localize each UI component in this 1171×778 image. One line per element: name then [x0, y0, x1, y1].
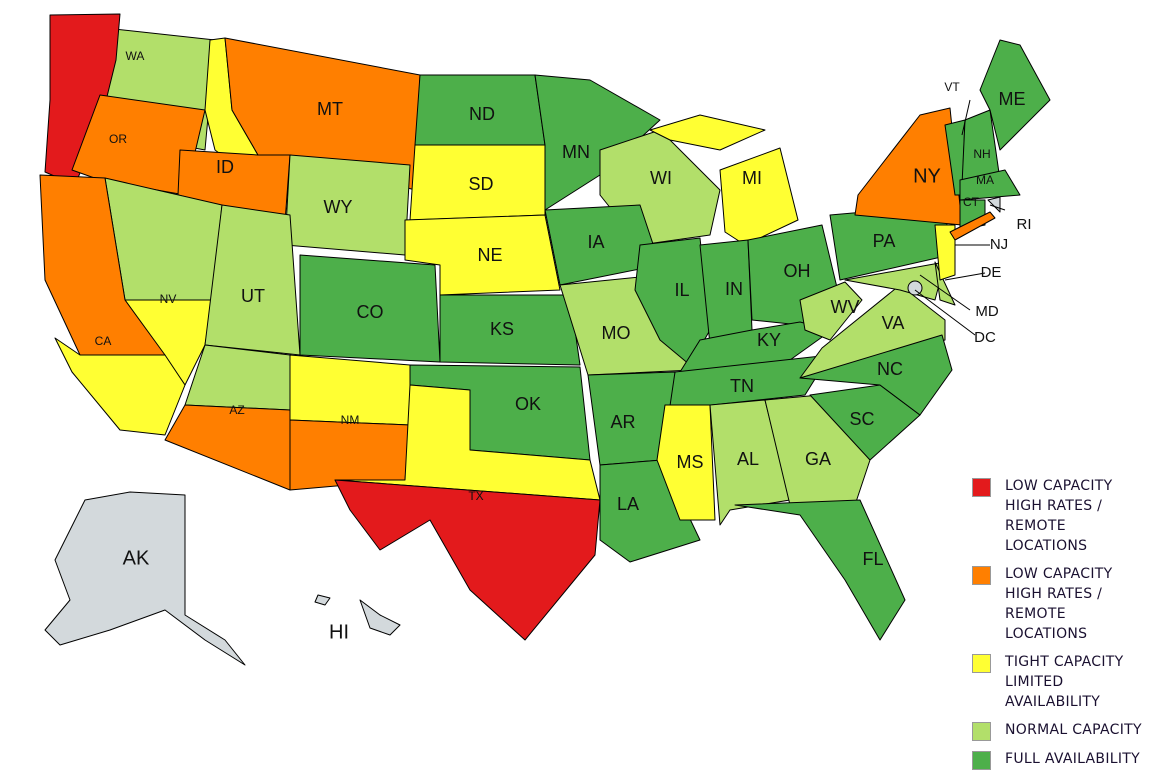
state-label-ga: GA	[805, 449, 831, 469]
state-label-pa: PA	[873, 231, 896, 251]
state-label-ar: AR	[610, 412, 635, 432]
state-label-sd: SD	[468, 174, 493, 194]
legend-label: NORMAL CAPACITY	[1005, 722, 1142, 738]
legend: LOW CAPACITY HIGH RATES / REMOTE LOCATIONS …	[972, 476, 1167, 778]
state-la	[599, 459, 701, 563]
state-wv	[799, 281, 863, 341]
state-label-wy: WY	[324, 197, 353, 217]
legend-swatch	[972, 566, 991, 585]
state-nc	[799, 334, 953, 416]
leader-line	[944, 272, 986, 281]
state-ma	[959, 169, 1021, 201]
state-label-ok: OK	[515, 394, 541, 414]
state-label-il: IL	[674, 280, 689, 300]
state-mi-upper	[649, 114, 766, 151]
state-label-al: AL	[737, 449, 759, 469]
state-label-ia: IA	[587, 232, 604, 252]
state-ri	[987, 196, 1001, 213]
state-label-mi: MI	[742, 168, 762, 188]
state-label-tn: TN	[730, 376, 754, 396]
state-label-nv: NV	[160, 292, 177, 306]
state-label-nm: NM	[341, 413, 360, 427]
state-va	[799, 284, 946, 379]
state-label-in: IN	[725, 279, 743, 299]
state-label-oh: OH	[784, 261, 811, 281]
state-label-ct: CT	[963, 195, 980, 209]
legend-label: LOW CAPACITY HIGH RATES / REMOTE LOCATIONS	[1005, 566, 1113, 642]
state-label-or: OR	[109, 132, 127, 146]
state-label-co: CO	[357, 302, 384, 322]
legend-label: LOW CAPACITY HIGH RATES / REMOTE LOCATIONS	[1005, 478, 1113, 554]
state-label-mo: MO	[602, 323, 631, 343]
state-ks	[439, 294, 581, 366]
state-label-ne: NE	[477, 245, 502, 265]
state-ms	[656, 404, 716, 521]
state-label-tx: TX	[468, 489, 483, 503]
leader-line	[961, 99, 971, 136]
state-label-ky: KY	[757, 330, 781, 350]
legend-item-tight-capacity: TIGHT CAPACITY LIMITED AVAILABILITY	[972, 652, 1167, 712]
state-label-wi: WI	[650, 168, 672, 188]
legend-item-full-availability: FULL AVAILABILITY	[972, 749, 1167, 770]
legend-swatch	[972, 478, 991, 497]
state-label-la: LA	[617, 494, 639, 514]
state-label-nc: NC	[877, 359, 903, 379]
legend-item-normal-capacity: NORMAL CAPACITY	[972, 720, 1167, 741]
state-label-ma: MA	[976, 173, 994, 187]
state-mi	[719, 147, 799, 246]
state-label-nd: ND	[469, 104, 495, 124]
state-label-ut: UT	[241, 286, 265, 306]
legend-swatch	[972, 654, 991, 673]
state-label-vt: VT	[944, 80, 960, 94]
legend-item-low-capacity-red: LOW CAPACITY HIGH RATES / REMOTE LOCATIONS	[972, 476, 1167, 556]
legend-label: FULL AVAILABILITY	[1005, 751, 1140, 767]
state-ca-south	[54, 337, 186, 436]
state-label-mn: MN	[562, 142, 590, 162]
state-label-va: VA	[882, 313, 905, 333]
legend-swatch	[972, 751, 991, 770]
state-label-wa: WA	[126, 49, 145, 63]
state-label-ks: KS	[490, 319, 514, 339]
state-label-ak: AK	[123, 547, 150, 569]
state-label-ms: MS	[677, 452, 704, 472]
leader-line	[989, 204, 1006, 211]
state-label-az: AZ	[229, 403, 244, 417]
state-label-de: DE	[981, 264, 1002, 281]
state-label-dc: DC	[974, 329, 996, 346]
legend-item-low-capacity-orange: LOW CAPACITY HIGH RATES / REMOTE LOCATIONS	[972, 564, 1167, 644]
state-label-ca: CA	[95, 334, 112, 348]
state-ak	[44, 491, 246, 666]
state-dc	[907, 280, 923, 296]
state-label-id: ID	[216, 157, 234, 177]
state-label-md: MD	[975, 303, 998, 320]
leader-line	[914, 289, 976, 336]
state-label-nh: NH	[973, 147, 990, 161]
state-az	[164, 404, 291, 491]
state-ut	[204, 204, 301, 356]
state-hi-islands	[314, 594, 331, 606]
state-ny-island	[949, 211, 996, 241]
state-label-ny: NY	[913, 165, 941, 187]
state-tx-north	[334, 384, 601, 501]
state-label-wv: WV	[831, 297, 860, 317]
state-label-me: ME	[999, 89, 1026, 109]
state-nj	[934, 224, 956, 281]
state-label-hi: HI	[329, 621, 349, 643]
state-label-sc: SC	[849, 409, 874, 429]
state-me	[979, 39, 1051, 151]
state-az-north	[184, 344, 291, 411]
legend-swatch	[972, 722, 991, 741]
state-label-mt: MT	[317, 99, 343, 119]
state-fl	[734, 499, 906, 641]
state-label-fl: FL	[862, 549, 883, 569]
state-hi	[359, 599, 401, 636]
state-id	[177, 149, 291, 223]
legend-label: TIGHT CAPACITY LIMITED AVAILABILITY	[1005, 654, 1124, 710]
state-label-ri: RI	[1017, 216, 1032, 233]
state-label-nj: NJ	[990, 236, 1008, 253]
leader-line	[919, 274, 971, 311]
state-tx	[334, 479, 601, 641]
